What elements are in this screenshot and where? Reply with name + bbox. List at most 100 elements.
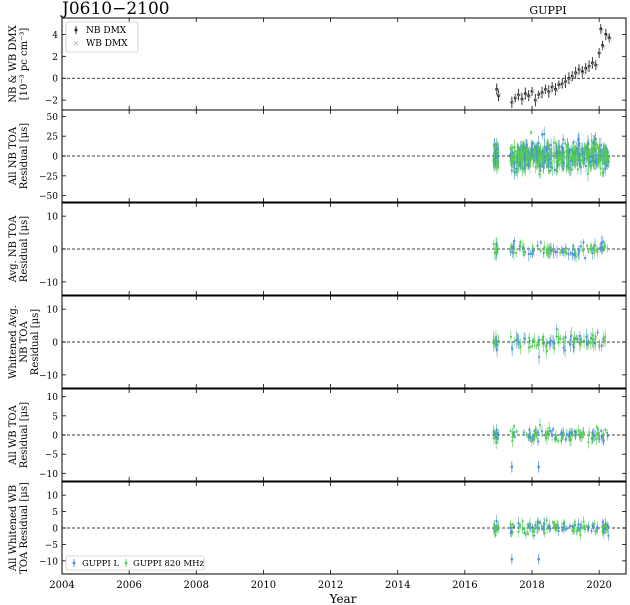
guppi-l-point xyxy=(509,526,512,529)
guppi-l-point xyxy=(540,430,544,433)
guppi-820-point xyxy=(603,148,606,152)
guppi-820-point xyxy=(552,141,556,144)
guppi-l-point xyxy=(570,431,573,434)
guppi-820-point xyxy=(559,153,562,156)
guppi-l-point xyxy=(562,526,566,529)
guppi-820-point xyxy=(590,150,594,153)
dmx-point xyxy=(599,27,603,31)
guppi-820-point xyxy=(546,247,549,250)
guppi-l-point xyxy=(510,557,514,561)
guppi-820-point xyxy=(597,436,601,439)
dmx-point xyxy=(601,43,604,47)
guppi-820-point xyxy=(509,335,512,338)
guppi-l-point xyxy=(579,245,583,248)
dmx-point xyxy=(495,87,499,91)
guppi-l-point xyxy=(512,246,515,249)
y-axis-label: Avg. NB TOA xyxy=(8,215,19,283)
panel-4: −10 0 10 Whitened Avg. NB TOA Residual [μs] xyxy=(8,295,627,389)
guppi-l-point xyxy=(577,142,581,145)
guppi-820-point xyxy=(540,525,543,528)
guppi-820-point xyxy=(496,159,499,162)
dmx-point xyxy=(560,82,564,86)
guppi-l-point xyxy=(537,465,541,469)
legend-bottom: GUPPI L GUPPI 820 MHz xyxy=(65,555,204,571)
guppi-820-point xyxy=(540,156,543,159)
wb-dmx-point: × xyxy=(510,99,516,107)
guppi-820-point xyxy=(530,157,533,161)
guppi-820-point xyxy=(603,340,607,343)
guppi-l-point xyxy=(594,138,597,141)
guppi-l-point xyxy=(602,439,605,442)
guppi-820-point xyxy=(587,441,590,444)
y-axis-label: NB TOA xyxy=(19,321,30,363)
guppi-820-point xyxy=(539,155,542,158)
guppi-820-point xyxy=(528,153,531,156)
guppi-820-point xyxy=(563,142,567,145)
guppi-l-point xyxy=(607,534,610,537)
guppi-l-point xyxy=(573,253,576,256)
guppi-l-point xyxy=(529,526,532,529)
guppi-l-point xyxy=(518,164,522,167)
guppi-820-point xyxy=(511,523,514,526)
guppi-l-point xyxy=(553,168,556,171)
dmx-point xyxy=(580,70,584,74)
guppi-820-point xyxy=(515,155,518,159)
guppi-820-point xyxy=(573,154,576,157)
guppi-l-point xyxy=(565,433,568,436)
guppi-l-point xyxy=(583,157,586,160)
guppi-l-point xyxy=(495,519,498,523)
guppi-820-point xyxy=(543,245,546,249)
guppi-l-point xyxy=(569,149,572,152)
y-tick-label: 10 xyxy=(47,306,59,316)
guppi-l-point xyxy=(522,431,525,434)
guppi-l-point xyxy=(523,164,526,167)
guppi-l-point xyxy=(525,143,528,146)
y-tick-label: −2 xyxy=(45,97,58,107)
guppi-820-point xyxy=(531,247,534,250)
guppi-820-point xyxy=(494,528,497,531)
guppi-820-point xyxy=(526,526,529,529)
guppi-l-point xyxy=(512,525,516,528)
guppi-l-point xyxy=(513,170,516,174)
y-axis-label: NB & WB DMX xyxy=(8,24,19,102)
guppi-l-point xyxy=(607,525,610,528)
guppi-l-point xyxy=(539,164,542,167)
guppi-820-point xyxy=(593,522,596,526)
guppi-820-point xyxy=(564,249,567,252)
guppi-820-point xyxy=(537,154,540,157)
guppi-820-point xyxy=(493,165,497,168)
guppi-820-point xyxy=(565,251,568,255)
legend-wb-dmx-marker: × xyxy=(73,39,80,48)
guppi-l-point xyxy=(600,154,603,157)
guppi-l-point xyxy=(577,523,580,526)
guppi-820-point xyxy=(580,340,583,343)
guppi-l-point xyxy=(602,531,605,534)
guppi-820-point xyxy=(519,153,522,156)
legend-top-frame xyxy=(65,21,139,53)
guppi-820-point xyxy=(557,337,560,341)
guppi-820-point xyxy=(521,166,525,169)
y-tick-label: 5 xyxy=(52,508,58,518)
guppi-820-point xyxy=(492,341,496,345)
legend-guppi-l-label: GUPPI L xyxy=(82,559,119,569)
guppi-820-point xyxy=(515,430,518,433)
guppi-820-point xyxy=(593,146,596,149)
guppi-820-point xyxy=(595,437,598,441)
wb-dmx-point: × xyxy=(604,33,610,41)
guppi-820-point xyxy=(604,149,607,153)
y-tick-label: 5 xyxy=(52,412,58,422)
y-tick-label: 0 xyxy=(52,75,58,85)
x-axis: 2004 2006 2008 2010 2012 2014 2016 2018 2020 xyxy=(49,580,612,591)
guppi-820-point xyxy=(548,252,551,255)
guppi-820-point xyxy=(525,155,528,158)
y-axis-label: Whitened Avg. xyxy=(8,305,19,379)
guppi-l-point xyxy=(529,252,532,255)
guppi-l-point xyxy=(560,526,564,529)
wb-dmx-point: × xyxy=(601,44,607,52)
guppi-l-point xyxy=(564,336,567,339)
guppi-l-point xyxy=(523,251,527,254)
wb-dmx-point: × xyxy=(533,96,539,104)
guppi-l-point xyxy=(585,335,588,339)
guppi-l-point xyxy=(550,249,553,252)
